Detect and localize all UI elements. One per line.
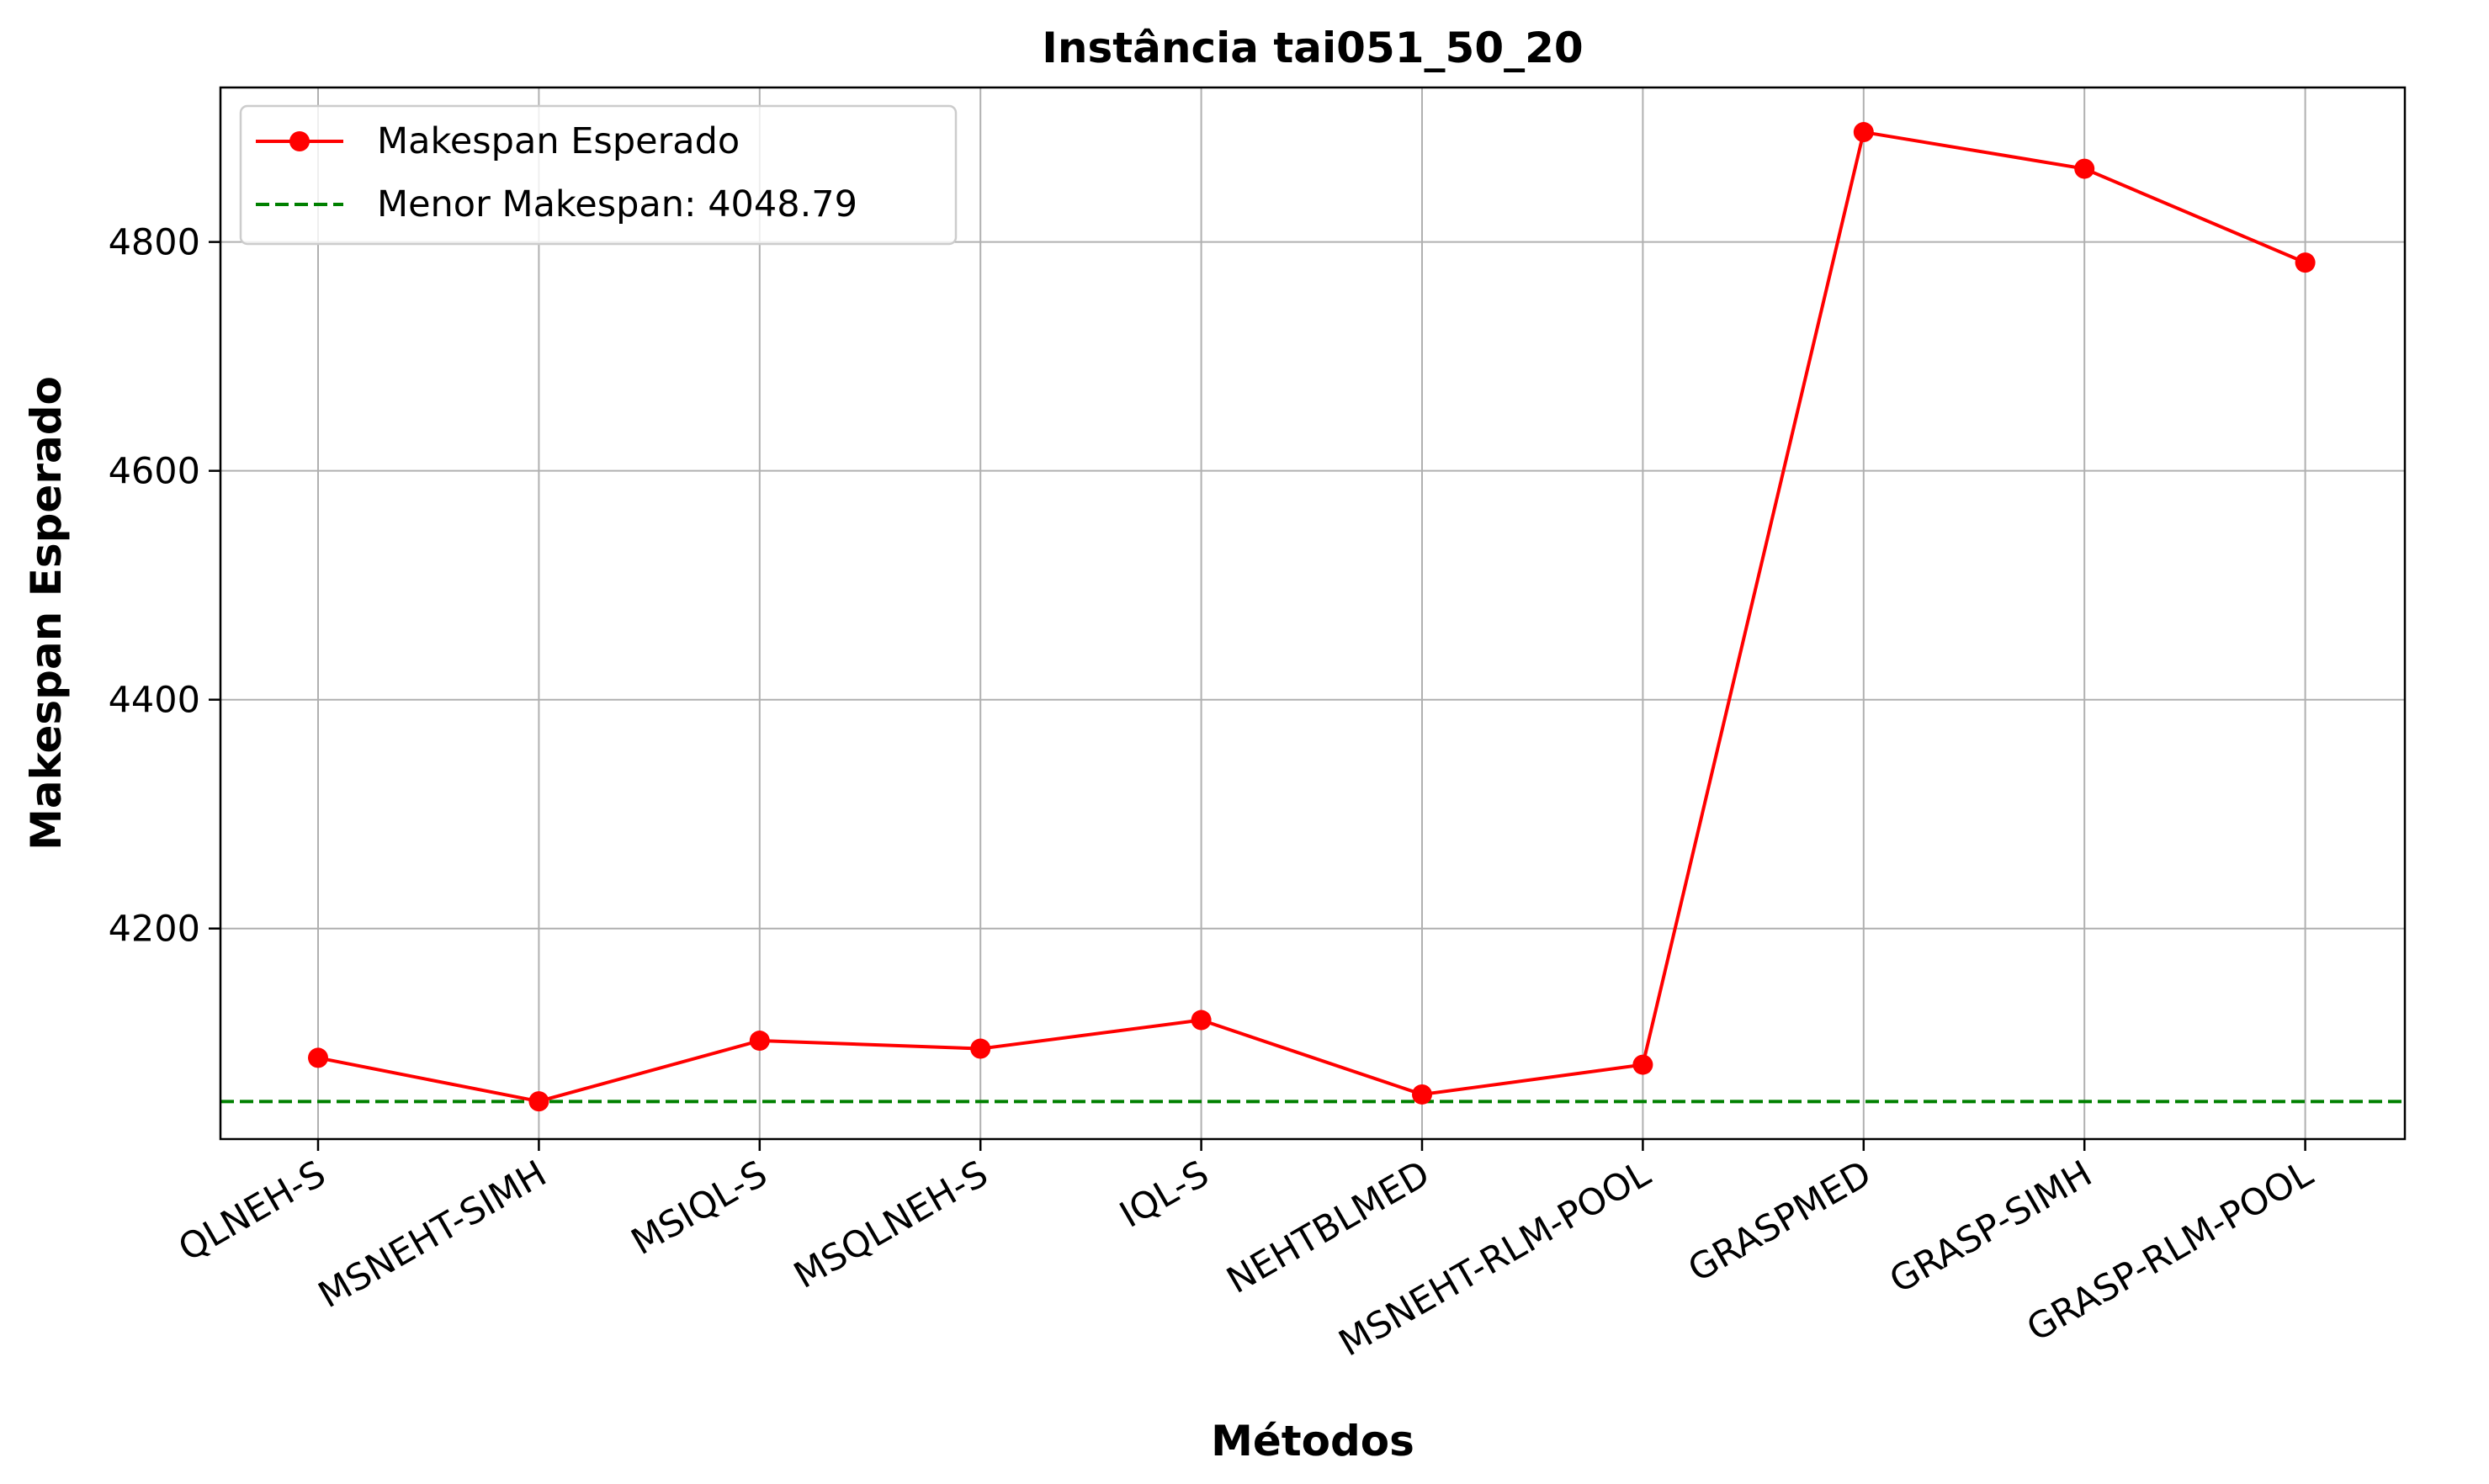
chart-title: Instância tai051_50_20 (1042, 24, 1583, 72)
y-tick-label: 4200 (109, 909, 200, 951)
data-point (970, 1038, 991, 1059)
y-axis-ticks: 4200 4400 4600 4800 (109, 222, 220, 951)
data-point (308, 1047, 328, 1068)
legend-reference-label: Menor Makespan: 4048.79 (377, 183, 857, 225)
legend-series-label: Makespan Esperado (377, 120, 740, 162)
data-point (1412, 1084, 1432, 1105)
y-axis-label: Makespan Esperado (22, 376, 71, 851)
data-point (2074, 158, 2095, 179)
data-point (1191, 1010, 1212, 1031)
plot-area-frame (219, 86, 2407, 1141)
y-tick-label: 4800 (109, 222, 200, 264)
legend-box (239, 104, 958, 246)
legend: Makespan Esperado Menor Makespan: 4048.7… (239, 104, 958, 246)
data-point (2295, 252, 2316, 273)
legend-series-marker (289, 131, 310, 151)
y-tick-label: 4400 (109, 680, 200, 722)
x-axis-label: Métodos (1211, 1417, 1414, 1465)
y-tick-label: 4600 (109, 451, 200, 493)
data-point (1853, 122, 1874, 143)
series-layer (308, 122, 2316, 1112)
data-point (528, 1091, 549, 1112)
data-point (749, 1031, 770, 1052)
data-point (1632, 1054, 1653, 1075)
grid-lines (220, 87, 2405, 1139)
series-line (317, 130, 2306, 1104)
